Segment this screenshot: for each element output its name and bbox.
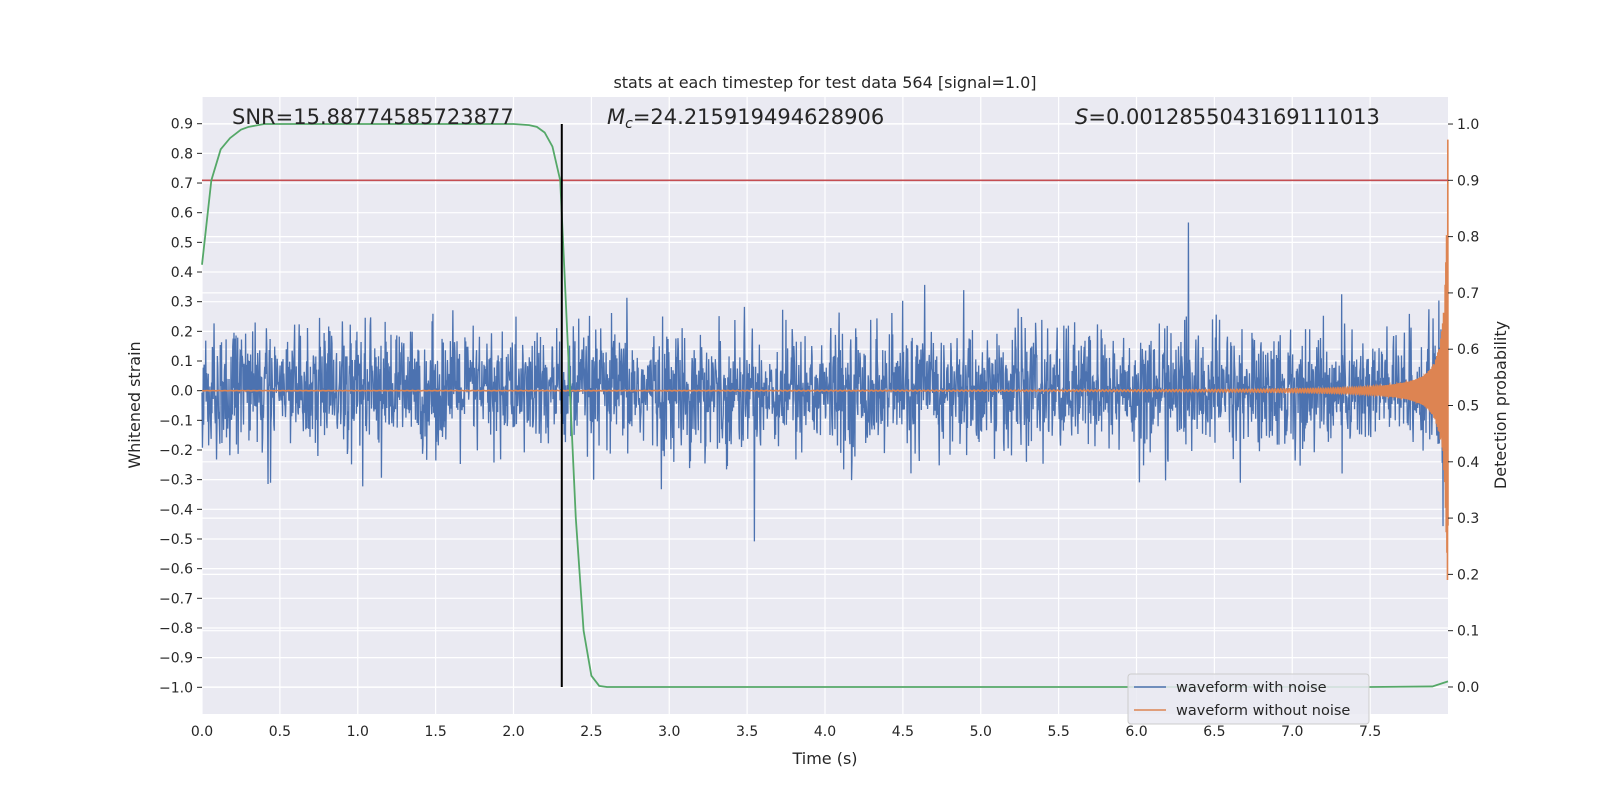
right-axis-ticks: 1.0 0.9 0.8 0.7 0.6 0.5 0.4 0.3 0.2 0.1 0.0 (1448, 117, 1479, 696)
left-tick-label: 0.2 (171, 324, 193, 340)
right-tick-label: 0.7 (1457, 286, 1479, 302)
left-axis-ticks: 0.9 0.8 0.7 0.6 0.5 0.4 0.3 0.2 0.1 0.0 −0.1 −0.2 −0… (159, 117, 202, 696)
x-tick-label: 3.0 (658, 724, 680, 740)
chart-title: stats at each timestep for test data 564… (613, 73, 1036, 92)
x-tick-label: 2.0 (502, 724, 524, 740)
x-tick-label: 6.0 (1125, 724, 1147, 740)
left-tick-label: 0.8 (171, 146, 193, 162)
x-tick-label: 7.0 (1281, 724, 1303, 740)
detection-probability-line (201, 123, 1449, 688)
x-tick-label: 5.0 (970, 724, 992, 740)
left-tick-label: −0.1 (159, 413, 193, 429)
right-tick-label: 0.6 (1457, 342, 1479, 358)
s-annotation: S=0.0012855043169111013 (1075, 105, 1380, 129)
x-tick-label: 0.5 (269, 724, 291, 740)
right-tick-label: 0.8 (1457, 230, 1479, 246)
snr-annotation: SNR=15.88774585723877 (232, 105, 514, 129)
left-tick-label: 0.4 (171, 265, 193, 281)
s-value: =0.0012855043169111013 (1088, 105, 1380, 129)
left-tick-label: −0.4 (159, 502, 193, 518)
x-tick-label: 4.0 (814, 724, 836, 740)
left-tick-label: −0.3 (159, 473, 193, 489)
plot-area (201, 123, 1449, 688)
left-tick-label: 0.6 (171, 206, 193, 222)
right-tick-label: 0.4 (1457, 455, 1479, 471)
left-tick-label: −0.9 (159, 651, 193, 667)
right-tick-label: 1.0 (1457, 117, 1479, 133)
chirp-mass-subscript: c (625, 116, 633, 132)
left-tick-label: 0.9 (171, 117, 193, 133)
x-tick-label: 1.5 (424, 724, 446, 740)
x-tick-label: 3.5 (736, 724, 758, 740)
s-symbol: S (1075, 105, 1088, 129)
right-tick-label: 0.3 (1457, 511, 1479, 527)
x-axis-ticks: 0.0 0.5 1.0 1.5 2.0 2.5 3.0 3.5 4.0 4.5 5.0 5.5 6.0 6… (191, 724, 1381, 740)
left-tick-label: 0.1 (171, 354, 193, 370)
x-tick-label: 7.5 (1359, 724, 1381, 740)
left-tick-label: 0.5 (171, 235, 193, 251)
left-tick-label: 0.7 (171, 176, 193, 192)
left-tick-label: 0.0 (171, 384, 193, 400)
legend-label-noise: waveform with noise (1176, 680, 1327, 696)
right-tick-label: 0.2 (1457, 567, 1479, 583)
legend-label-clean: waveform without noise (1176, 703, 1350, 719)
left-tick-label: −0.7 (159, 591, 193, 607)
chirp-mass-symbol: M (607, 105, 625, 129)
right-tick-label: 0.9 (1457, 173, 1479, 189)
left-tick-label: 0.3 (171, 295, 193, 311)
chirp-mass-value: =24.215919494628906 (633, 105, 884, 129)
x-tick-label: 2.5 (580, 724, 602, 740)
x-tick-label: 4.5 (892, 724, 914, 740)
right-tick-label: 0.0 (1457, 680, 1479, 696)
right-tick-label: 0.5 (1457, 399, 1479, 415)
right-axis-label: Detection probability (1491, 321, 1510, 489)
legend-box (1127, 673, 1370, 725)
left-tick-label: −0.8 (159, 621, 193, 637)
left-tick-label: −1.0 (159, 680, 193, 696)
noisy-waveform-line (201, 222, 1449, 542)
x-axis-label: Time (s) (791, 749, 857, 768)
legend: waveform with noise waveform without noi… (1127, 673, 1370, 725)
x-tick-label: 1.0 (347, 724, 369, 740)
x-tick-label: 0.0 (191, 724, 213, 740)
clean-waveform-line (201, 139, 1449, 580)
right-tick-label: 0.1 (1457, 624, 1479, 640)
x-tick-label: 5.5 (1047, 724, 1069, 740)
left-axis-label: Whitened strain (125, 341, 144, 468)
left-tick-label: −0.6 (159, 562, 193, 578)
chirp-mass-annotation: Mc=24.215919494628906 (607, 105, 884, 132)
x-tick-label: 6.5 (1203, 724, 1225, 740)
left-tick-label: −0.2 (159, 443, 193, 459)
left-tick-label: −0.5 (159, 532, 193, 548)
